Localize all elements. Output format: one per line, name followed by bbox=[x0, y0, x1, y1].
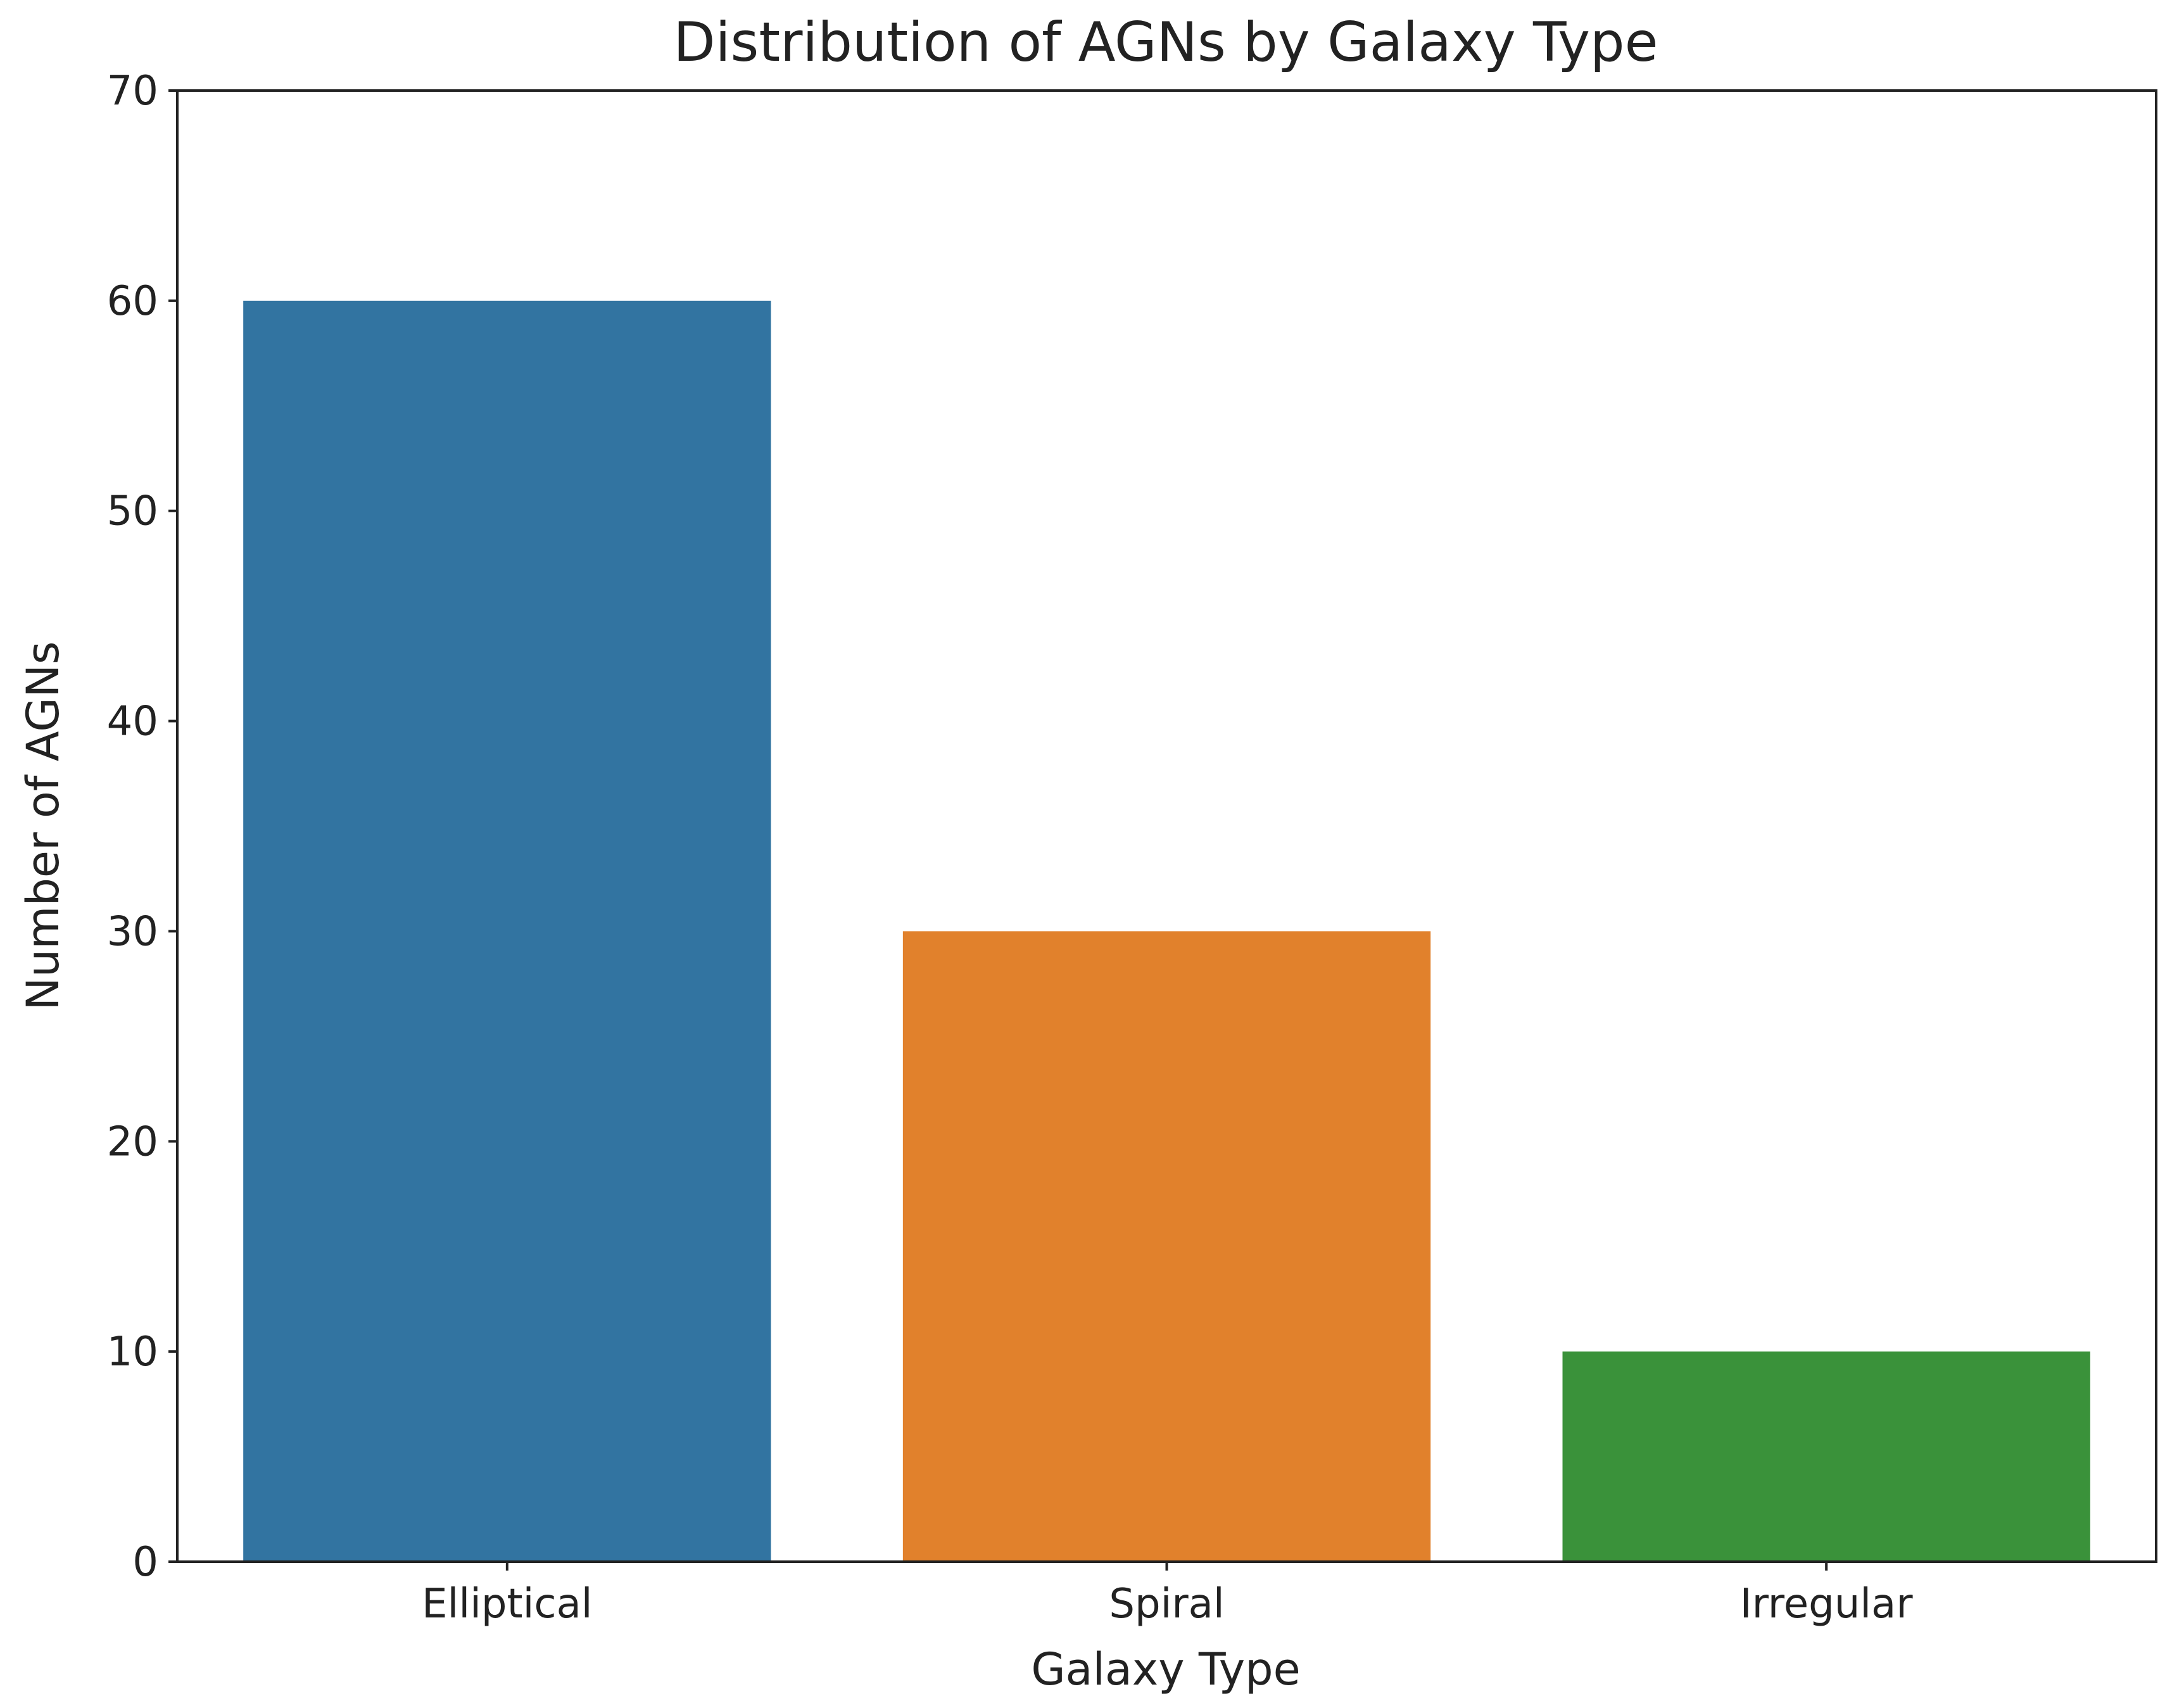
bar-irregular bbox=[1562, 1351, 2090, 1562]
y-tick-label: 20 bbox=[107, 1118, 158, 1165]
bars-group bbox=[243, 300, 2090, 1562]
y-tick-label: 70 bbox=[107, 68, 158, 115]
y-tick-label: 40 bbox=[107, 699, 158, 745]
y-tick-label: 30 bbox=[107, 908, 158, 955]
y-tick-label: 50 bbox=[107, 488, 158, 535]
y-tick-label: 60 bbox=[107, 278, 158, 325]
x-tick-label: Irregular bbox=[1740, 1581, 1914, 1628]
y-axis-ticks: 0 10 20 30 40 50 60 70 bbox=[107, 68, 177, 1586]
x-tick-label: Spiral bbox=[1109, 1581, 1224, 1628]
x-axis-label: Galaxy Type bbox=[1031, 1643, 1300, 1695]
y-axis-label: Number of AGNs bbox=[17, 642, 69, 1011]
bar-spiral bbox=[902, 931, 1431, 1562]
bar-elliptical bbox=[243, 300, 771, 1562]
x-axis-ticks: Elliptical Spiral Irregular bbox=[422, 1562, 1913, 1628]
y-tick-label: 10 bbox=[107, 1329, 158, 1376]
plot-area-frame bbox=[176, 89, 2157, 1563]
y-tick-label: 0 bbox=[132, 1539, 158, 1586]
chart-title: Distribution of AGNs by Galaxy Type bbox=[673, 11, 1658, 74]
x-tick-label: Elliptical bbox=[422, 1581, 592, 1628]
